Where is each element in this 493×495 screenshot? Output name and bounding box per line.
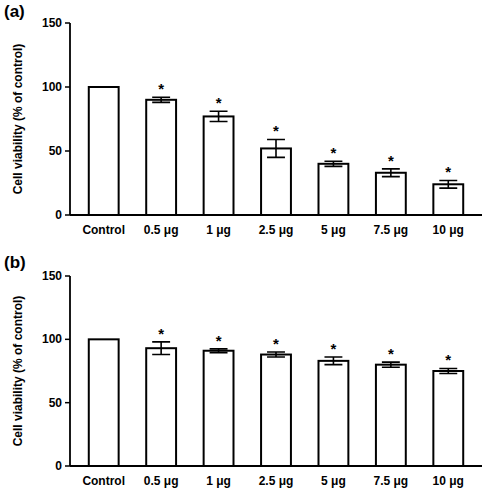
x-tick-label: 1 μg bbox=[206, 474, 231, 488]
bar bbox=[261, 355, 291, 466]
x-tick-label: 10 μg bbox=[433, 474, 464, 488]
y-tick-label: 0 bbox=[55, 459, 62, 473]
bar bbox=[89, 87, 119, 215]
bar bbox=[261, 148, 291, 215]
panel-title: (a) bbox=[4, 2, 25, 21]
y-tick-label: 150 bbox=[42, 269, 62, 283]
significance-marker: * bbox=[388, 345, 394, 362]
x-tick-label: 0.5 μg bbox=[144, 223, 179, 237]
significance-marker: * bbox=[216, 94, 222, 111]
significance-marker: * bbox=[273, 335, 279, 352]
x-tick-label: Control bbox=[82, 223, 125, 237]
bar bbox=[146, 348, 176, 466]
bar bbox=[376, 365, 406, 466]
y-tick-label: 50 bbox=[49, 144, 63, 158]
y-tick-label: 150 bbox=[42, 16, 62, 30]
bar bbox=[318, 164, 348, 215]
x-tick-label: 5 μg bbox=[321, 223, 346, 237]
y-axis-label: Cell viability (% of control) bbox=[11, 44, 25, 195]
x-tick-label: 7.5 μg bbox=[374, 223, 409, 237]
y-tick bbox=[65, 402, 70, 404]
error-bar bbox=[382, 362, 400, 367]
y-axis-line bbox=[69, 23, 71, 215]
figure: (a) Cell viability (% of control) * * * * * * 0 5… bbox=[0, 0, 493, 495]
error-bar bbox=[210, 349, 228, 353]
significance-marker: * bbox=[331, 144, 337, 161]
significance-marker: * bbox=[158, 80, 164, 97]
y-tick-label: 100 bbox=[42, 80, 62, 94]
error-bar bbox=[439, 180, 457, 188]
x-tick-label: 2.5 μg bbox=[259, 223, 294, 237]
bar bbox=[376, 173, 406, 215]
error-bar bbox=[152, 97, 170, 102]
significance-marker: * bbox=[388, 152, 394, 169]
marks bbox=[89, 87, 463, 215]
y-tick bbox=[65, 214, 70, 216]
y-tick bbox=[65, 86, 70, 88]
y-tick-label: 0 bbox=[55, 208, 62, 222]
panel: (b) Cell viability (% of control) * * * * * * 0 5… bbox=[4, 253, 482, 488]
error-bar bbox=[324, 357, 342, 365]
significance-marker: * bbox=[273, 122, 279, 139]
figure-root: (a) Cell viability (% of control) * * * * * * 0 5… bbox=[0, 0, 493, 495]
bar bbox=[146, 100, 176, 215]
error-bar bbox=[324, 161, 342, 166]
x-tick-label: 2.5 μg bbox=[259, 474, 294, 488]
bar bbox=[89, 339, 119, 466]
bar bbox=[204, 351, 234, 466]
y-tick bbox=[65, 339, 70, 341]
error-bar bbox=[210, 111, 228, 121]
significance-marker: * bbox=[445, 163, 451, 180]
y-tick bbox=[65, 22, 70, 24]
x-tick-label: 10 μg bbox=[433, 223, 464, 237]
y-axis-label: Cell viability (% of control) bbox=[11, 296, 25, 447]
significance-marker: * bbox=[331, 340, 337, 357]
y-tick bbox=[65, 150, 70, 152]
x-tick-label: 7.5 μg bbox=[374, 474, 409, 488]
bar bbox=[433, 371, 463, 466]
error-bar bbox=[382, 169, 400, 177]
marks bbox=[89, 339, 463, 466]
x-axis-line bbox=[70, 214, 482, 216]
error-bar bbox=[152, 342, 170, 355]
error-bar bbox=[267, 139, 285, 157]
error-bar bbox=[267, 352, 285, 357]
error-bar bbox=[439, 368, 457, 373]
y-axis-line bbox=[69, 276, 71, 466]
x-tick-label: 5 μg bbox=[321, 474, 346, 488]
y-tick-label: 50 bbox=[49, 396, 63, 410]
bar bbox=[204, 116, 234, 215]
significance-marker: * bbox=[216, 332, 222, 349]
panel: (a) Cell viability (% of control) * * * * * * 0 5… bbox=[4, 2, 482, 237]
significance-marker: * bbox=[158, 325, 164, 342]
panel-title: (b) bbox=[4, 253, 26, 272]
y-tick bbox=[65, 465, 70, 467]
significance-marker: * bbox=[445, 351, 451, 368]
x-tick-label: Control bbox=[82, 474, 125, 488]
x-tick-label: 1 μg bbox=[206, 223, 231, 237]
x-axis-line bbox=[70, 465, 482, 467]
y-tick-label: 100 bbox=[42, 332, 62, 346]
y-tick bbox=[65, 275, 70, 277]
x-tick-label: 0.5 μg bbox=[144, 474, 179, 488]
bar bbox=[318, 361, 348, 466]
